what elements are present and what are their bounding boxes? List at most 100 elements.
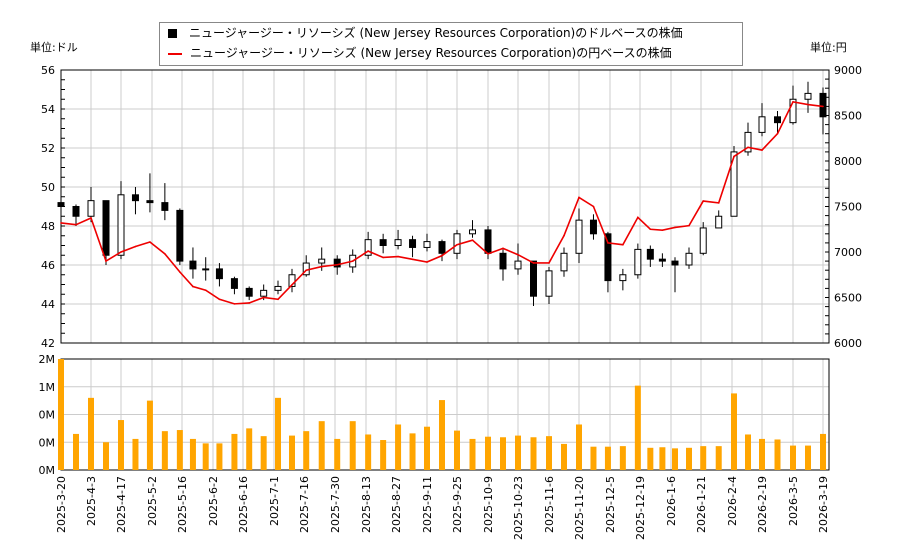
- x-tick-label: 2025-11-20: [573, 476, 586, 540]
- jpy-point: [578, 196, 580, 199]
- candle-body: [715, 215, 723, 229]
- candle-body: [685, 252, 693, 266]
- candle-body: [604, 233, 612, 282]
- volume-bar: [275, 397, 281, 470]
- volume-bar: [634, 385, 641, 470]
- jpy-point: [532, 262, 535, 264]
- candle-body: [161, 202, 169, 211]
- red-line-icon: [168, 52, 182, 55]
- jpy-point: [262, 296, 265, 299]
- candle-body: [189, 260, 197, 270]
- volume-bar: [515, 435, 521, 470]
- right-tick-label: 8500: [834, 110, 862, 123]
- x-tick-label: 2026-3-5: [787, 476, 800, 526]
- volume-bar: [58, 359, 64, 470]
- jpy-point: [487, 253, 489, 255]
- candle-body: [804, 92, 812, 100]
- candle-body: [589, 219, 597, 235]
- jpy-point: [733, 155, 735, 158]
- volume-bar: [604, 446, 611, 470]
- x-tick-label: 2025-9-11: [421, 476, 434, 533]
- volume-bar: [500, 437, 506, 470]
- volume-bar: [439, 400, 445, 470]
- jpy-point: [426, 261, 428, 263]
- volume-bar: [485, 436, 491, 470]
- x-tick-label: 2026-1-6: [665, 476, 678, 526]
- candle-body: [146, 200, 154, 204]
- jpy-point: [717, 202, 720, 204]
- jpy-point: [674, 226, 676, 229]
- candle-body: [260, 289, 268, 297]
- volume-bar: [647, 447, 654, 470]
- volume-bar: [88, 397, 94, 470]
- volume-bar: [318, 421, 325, 470]
- jpy-point: [776, 132, 779, 135]
- volume-bar: [745, 434, 751, 470]
- candle-body: [318, 258, 326, 264]
- left-tick-label: 52: [41, 142, 55, 155]
- x-tick-label: 2025-4-3: [85, 476, 98, 526]
- black-square-icon: [168, 29, 177, 38]
- candle-body: [699, 227, 707, 254]
- candle-body: [202, 268, 210, 271]
- volume-bar: [380, 440, 387, 470]
- jpy-point: [548, 262, 550, 264]
- candle-body: [789, 98, 797, 124]
- x-tick-label: 2026-2-19: [756, 476, 769, 533]
- jpy-point: [336, 263, 339, 266]
- volume-bar: [146, 400, 153, 470]
- x-tick-label: 2025-10-23: [512, 476, 525, 540]
- candle-body: [57, 202, 65, 208]
- candle-body: [646, 248, 654, 260]
- jpy-point: [218, 298, 221, 301]
- volume-bar: [365, 434, 372, 470]
- volume-bar: [820, 433, 826, 470]
- jpy-point: [517, 253, 519, 256]
- left-tick-label: 44: [41, 298, 55, 311]
- volume-bar: [715, 446, 722, 470]
- x-tick-label: 2025-5-16: [176, 476, 189, 533]
- jpy-point: [702, 200, 705, 202]
- volume-tick-label: 0M: [39, 436, 56, 449]
- jpy-point: [192, 285, 194, 288]
- x-tick-label: 2025-8-27: [390, 476, 403, 533]
- candle-body: [72, 206, 80, 217]
- jpy-point: [90, 217, 92, 219]
- jpy-point: [382, 256, 384, 259]
- volume-bar: [73, 433, 79, 470]
- volume-bar: [576, 424, 582, 470]
- legend-item-jpy: ニュージャージー・リソーシズ (New Jersey Resources Cor…: [160, 43, 742, 63]
- volume-bar: [246, 428, 253, 470]
- jpy-point: [397, 255, 399, 258]
- jpy-point: [351, 260, 354, 262]
- jpy-point: [204, 289, 207, 292]
- candle-body: [634, 248, 642, 276]
- volume-tick-label: 0M: [39, 464, 56, 477]
- candle-body: [438, 241, 446, 254]
- x-tick-label: 2026-2-4: [726, 476, 739, 526]
- x-tick-label: 2025-8-13: [360, 476, 373, 533]
- volume-bar: [590, 446, 597, 470]
- jpy-point: [277, 298, 279, 301]
- volume-bar: [260, 436, 267, 470]
- jpy-point: [149, 241, 151, 243]
- jpy-point: [248, 302, 250, 304]
- volume-bar: [349, 421, 356, 470]
- right-tick-label: 7000: [834, 246, 862, 259]
- jpy-point: [761, 149, 763, 151]
- jpy-point: [822, 105, 824, 108]
- candle-body: [619, 274, 627, 282]
- left-tick-label: 50: [41, 181, 55, 194]
- candle-body: [409, 239, 417, 248]
- candle-body: [394, 239, 402, 246]
- volume-bar: [118, 420, 124, 470]
- jpy-point: [120, 251, 122, 253]
- candle-body: [176, 209, 184, 262]
- x-tick-label: 2025-12-5: [604, 476, 617, 533]
- price-plot-frame: [60, 69, 830, 344]
- x-tick-label: 2025-6-2: [207, 476, 220, 526]
- candle-body: [530, 260, 537, 297]
- volume-tick-label: 1M: [39, 381, 56, 394]
- x-tick-label: 2025-4-17: [115, 476, 128, 533]
